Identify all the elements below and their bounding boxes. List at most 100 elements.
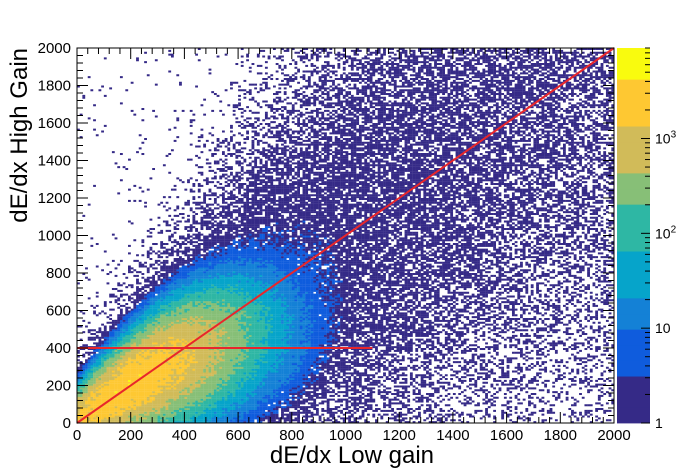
- histogram-cell: [225, 251, 228, 253]
- histogram-cell: [219, 243, 222, 245]
- histogram-cell: [112, 331, 115, 333]
- histogram-cell: [209, 258, 212, 260]
- histogram-cell: [227, 224, 230, 226]
- histogram-cell: [133, 406, 136, 408]
- histogram-cell: [214, 194, 217, 196]
- histogram-cell: [227, 222, 230, 224]
- histogram-cell: [187, 262, 190, 264]
- histogram-cell: [168, 329, 171, 331]
- histogram-cell: [123, 273, 126, 275]
- histogram-cell: [107, 356, 110, 358]
- histogram-cell: [152, 365, 155, 367]
- histogram-cell: [209, 204, 212, 206]
- histogram-cell: [155, 297, 158, 299]
- histogram-cell: [222, 402, 225, 404]
- histogram-cell: [211, 296, 214, 298]
- histogram-cell: [187, 354, 190, 356]
- histogram-cell: [125, 359, 128, 361]
- histogram-cell: [227, 371, 230, 373]
- histogram-cell: [141, 108, 144, 110]
- histogram-cell: [131, 335, 134, 337]
- histogram-cell: [166, 222, 169, 224]
- histogram-cell: [217, 281, 220, 283]
- histogram-cell: [125, 361, 128, 363]
- histogram-cell: [184, 309, 187, 311]
- histogram-cell: [217, 140, 220, 142]
- histogram-cell: [152, 391, 155, 393]
- histogram-cell: [128, 350, 131, 352]
- histogram-cell: [192, 320, 195, 322]
- histogram-cell: [158, 402, 161, 404]
- histogram-cell: [198, 419, 201, 421]
- histogram-cell: [166, 399, 169, 401]
- histogram-cell: [217, 226, 220, 228]
- histogram-cell: [85, 410, 88, 412]
- histogram-cell: [166, 281, 169, 283]
- histogram-cell: [112, 352, 115, 354]
- histogram-cell: [168, 249, 171, 251]
- histogram-cell: [166, 414, 169, 416]
- histogram-cell: [107, 380, 110, 382]
- histogram-cell: [155, 305, 158, 307]
- histogram-cell: [190, 380, 193, 382]
- histogram-cell: [203, 339, 206, 341]
- histogram-cell: [133, 369, 136, 371]
- histogram-cell: [219, 309, 222, 311]
- histogram-cell: [85, 326, 88, 328]
- histogram-cell: [93, 382, 96, 384]
- histogram-cell: [160, 357, 163, 359]
- histogram-cell: [206, 384, 209, 386]
- histogram-cell: [152, 228, 155, 230]
- histogram-cell: [222, 282, 225, 284]
- histogram-cell: [227, 367, 230, 369]
- histogram-cell: [101, 311, 104, 313]
- histogram-cell: [163, 384, 166, 386]
- histogram-cell: [166, 251, 169, 253]
- histogram-cell: [133, 309, 136, 311]
- histogram-cell: [187, 331, 190, 333]
- histogram-cell: [171, 337, 174, 339]
- histogram-cell: [158, 311, 161, 313]
- histogram-cell: [211, 153, 214, 155]
- histogram-cell: [192, 267, 195, 269]
- histogram-cell: [187, 179, 190, 181]
- histogram-cell: [163, 397, 166, 399]
- histogram-cell: [209, 395, 212, 397]
- histogram-cell: [152, 324, 155, 326]
- histogram-cell: [201, 419, 204, 421]
- histogram-cell: [225, 146, 228, 148]
- histogram-cell: [187, 393, 190, 395]
- histogram-cell: [163, 412, 166, 414]
- histogram-cell: [203, 296, 206, 298]
- histogram-cell: [179, 243, 182, 245]
- histogram-cell: [115, 331, 118, 333]
- histogram-cell: [195, 204, 198, 206]
- histogram-cell: [176, 322, 179, 324]
- histogram-cell: [227, 412, 230, 414]
- histogram-cell: [155, 404, 158, 406]
- histogram-cell: [152, 320, 155, 322]
- histogram-cell: [155, 243, 158, 245]
- histogram-cell: [117, 290, 120, 292]
- histogram-cell: [187, 288, 190, 290]
- histogram-cell: [144, 399, 147, 401]
- histogram-cell: [192, 391, 195, 393]
- histogram-cell: [171, 267, 174, 269]
- histogram-cell: [107, 408, 110, 410]
- histogram-cell: [152, 363, 155, 365]
- histogram-cell: [203, 299, 206, 301]
- histogram-cell: [144, 331, 147, 333]
- histogram-cell: [144, 305, 147, 307]
- histogram-cell: [152, 297, 155, 299]
- histogram-cell: [123, 354, 126, 356]
- histogram-cell: [123, 376, 126, 378]
- histogram-cell: [117, 335, 120, 337]
- histogram-cell: [139, 312, 142, 314]
- histogram-cell: [168, 307, 171, 309]
- histogram-cell: [147, 326, 150, 328]
- histogram-cell: [93, 384, 96, 386]
- histogram-cell: [190, 224, 193, 226]
- histogram-cell: [195, 221, 198, 223]
- histogram-cell: [101, 376, 104, 378]
- histogram-cell: [150, 309, 153, 311]
